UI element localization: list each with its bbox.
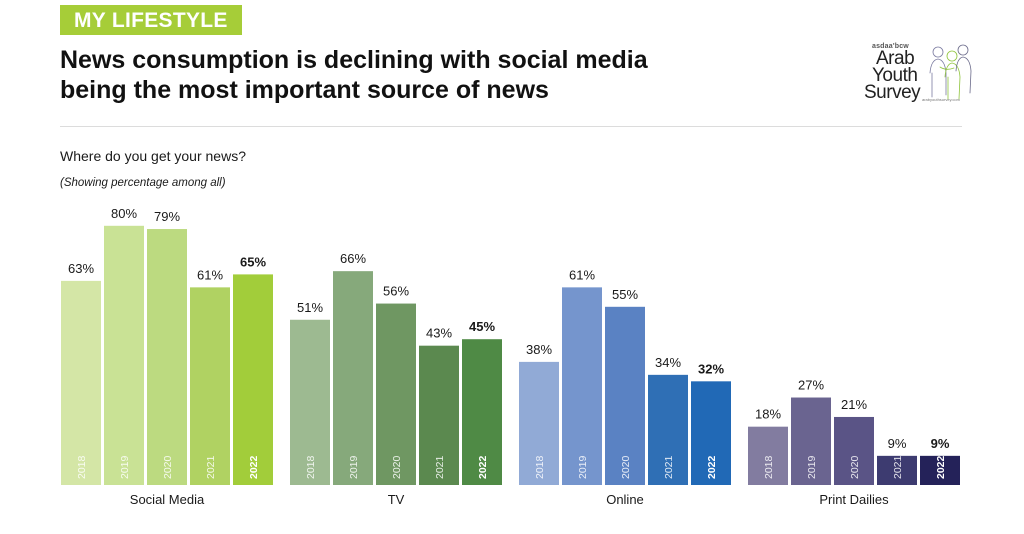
value-label-online-2020: 55% (612, 287, 638, 302)
year-label-online-2022: 2022 (706, 455, 718, 479)
value-label-social-media-2021: 61% (197, 267, 223, 282)
value-label-tv-2022: 45% (469, 319, 495, 334)
category-label-print-dailies: Print Dailies (819, 492, 889, 507)
year-label-online-2021: 2021 (663, 455, 675, 479)
bar-print-dailies-2021 (877, 455, 917, 485)
value-label-social-media-2018: 63% (68, 261, 94, 276)
youth-figures-icon (929, 44, 972, 100)
bar-social-media-2019 (104, 225, 144, 486)
year-label-tv-2019: 2019 (348, 455, 360, 479)
value-label-social-media-2019: 80% (111, 206, 137, 221)
year-label-online-2020: 2020 (620, 455, 632, 479)
bar-tv-2020 (376, 303, 416, 485)
value-label-social-media-2022: 65% (240, 254, 266, 269)
value-label-tv-2021: 43% (426, 326, 452, 341)
bar-online-2021 (648, 374, 688, 485)
value-label-online-2018: 38% (526, 342, 552, 357)
bar-print-dailies-2018 (748, 426, 788, 485)
bar-social-media-2022 (233, 274, 273, 485)
value-label-print-dailies-2018: 18% (755, 407, 781, 422)
value-label-print-dailies-2021: 9% (888, 436, 907, 451)
bar-online-2022 (691, 381, 731, 485)
bar-tv-2021 (419, 345, 459, 485)
bar-print-dailies-2022 (920, 455, 960, 485)
year-label-print-dailies-2020: 2020 (849, 455, 861, 479)
value-label-social-media-2020: 79% (154, 209, 180, 224)
chart-note: (Showing percentage among all) (60, 177, 226, 189)
bar-tv-2018 (290, 319, 330, 485)
title-line-2: being the most important source of news (60, 76, 549, 104)
bar-online-2018 (519, 361, 559, 485)
bar-tv-2019 (333, 271, 373, 485)
year-label-social-media-2020: 2020 (162, 455, 174, 479)
year-label-tv-2018: 2018 (305, 455, 317, 479)
year-label-online-2018: 2018 (534, 455, 546, 479)
category-label-social-media: Social Media (130, 492, 205, 507)
value-label-print-dailies-2019: 27% (798, 378, 824, 393)
logo-line-2: Youth (872, 65, 918, 86)
value-label-online-2022: 32% (698, 361, 724, 376)
page-title: News consumption is declining with socia… (60, 45, 660, 105)
value-label-print-dailies-2020: 21% (841, 397, 867, 412)
logo-brand: asdaa'bcw (872, 43, 909, 50)
year-label-tv-2022: 2022 (477, 455, 489, 479)
bar-print-dailies-2019 (791, 397, 831, 485)
bar-online-2019 (562, 287, 602, 485)
bar-online-2020 (605, 306, 645, 485)
value-label-tv-2020: 56% (383, 284, 409, 299)
bar-social-media-2021 (190, 287, 230, 485)
year-label-social-media-2022: 2022 (248, 455, 260, 479)
logo-url: arabyouthsurvey.com (922, 97, 960, 102)
divider-rule (60, 126, 962, 127)
year-label-print-dailies-2019: 2019 (806, 455, 818, 479)
value-label-online-2019: 61% (569, 267, 595, 282)
year-label-social-media-2021: 2021 (205, 455, 217, 479)
year-label-tv-2020: 2020 (391, 455, 403, 479)
logo-line-3: Survey (864, 82, 921, 103)
bar-social-media-2020 (147, 229, 187, 485)
year-label-print-dailies-2021: 2021 (892, 455, 904, 479)
title-line-1: News consumption is declining with socia… (60, 46, 648, 74)
year-label-print-dailies-2018: 2018 (763, 455, 775, 479)
value-label-print-dailies-2022: 9% (931, 436, 950, 451)
year-label-tv-2021: 2021 (434, 455, 446, 479)
year-label-print-dailies-2022: 2022 (935, 455, 947, 479)
year-label-social-media-2018: 2018 (76, 455, 88, 479)
category-label-online: Online (606, 492, 644, 507)
bar-print-dailies-2020 (834, 416, 874, 485)
bar-social-media-2018 (61, 280, 101, 485)
value-label-online-2021: 34% (655, 355, 681, 370)
year-label-social-media-2019: 2019 (119, 455, 131, 479)
year-label-online-2019: 2019 (577, 455, 589, 479)
chart-question: Where do you get your news? (60, 148, 246, 164)
bar-tv-2022 (462, 339, 502, 485)
section-tag: MY LIFESTYLE (60, 5, 242, 35)
arab-youth-survey-logo: asdaa'bcw Arab Youth Survey arabyouthsur… (838, 40, 978, 110)
category-label-tv: TV (388, 492, 405, 507)
value-label-tv-2019: 66% (340, 251, 366, 266)
logo-line-1: Arab (876, 48, 915, 69)
value-label-tv-2018: 51% (297, 300, 323, 315)
